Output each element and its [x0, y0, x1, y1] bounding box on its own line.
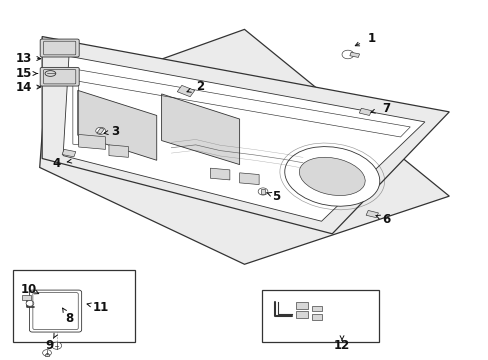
Text: 14: 14 [16, 81, 32, 94]
Polygon shape [79, 134, 105, 149]
Text: 1: 1 [366, 32, 375, 45]
Circle shape [96, 127, 105, 134]
FancyBboxPatch shape [29, 290, 81, 332]
Polygon shape [44, 354, 49, 356]
Bar [13, 270, 135, 342]
Polygon shape [62, 149, 76, 157]
Text: 10: 10 [21, 283, 37, 296]
Polygon shape [311, 306, 321, 311]
Polygon shape [21, 295, 31, 300]
Polygon shape [366, 211, 378, 218]
Text: 2: 2 [196, 80, 204, 93]
Polygon shape [295, 311, 307, 318]
FancyBboxPatch shape [40, 39, 79, 57]
Polygon shape [349, 52, 359, 57]
FancyBboxPatch shape [40, 67, 79, 86]
Circle shape [26, 301, 34, 306]
Text: 3: 3 [111, 125, 119, 138]
Text: 9: 9 [45, 339, 54, 352]
Circle shape [42, 350, 51, 356]
Polygon shape [239, 173, 259, 185]
Polygon shape [359, 108, 371, 116]
Bar [261, 290, 378, 342]
Ellipse shape [299, 157, 365, 195]
Text: 11: 11 [92, 301, 108, 314]
Polygon shape [295, 302, 307, 309]
Polygon shape [161, 94, 239, 165]
Polygon shape [97, 128, 104, 134]
Polygon shape [109, 145, 128, 157]
Ellipse shape [45, 71, 56, 76]
Text: 15: 15 [16, 67, 32, 80]
Polygon shape [261, 189, 264, 194]
Polygon shape [210, 168, 229, 180]
Polygon shape [40, 30, 448, 264]
Text: 7: 7 [381, 102, 389, 115]
Circle shape [258, 188, 267, 195]
Text: 8: 8 [65, 311, 73, 325]
Polygon shape [177, 85, 194, 97]
Polygon shape [78, 90, 157, 160]
Polygon shape [63, 56, 424, 221]
Text: 12: 12 [333, 339, 349, 352]
Polygon shape [311, 314, 321, 320]
Circle shape [52, 342, 61, 349]
Polygon shape [42, 37, 448, 234]
Text: 5: 5 [271, 190, 280, 203]
Text: 4: 4 [53, 157, 61, 170]
Circle shape [341, 50, 353, 59]
Text: 13: 13 [16, 51, 32, 64]
Text: 6: 6 [381, 213, 389, 226]
Ellipse shape [284, 147, 379, 206]
